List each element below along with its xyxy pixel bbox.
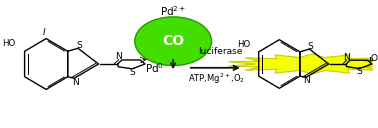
Text: ATP,Mg$^{2+}$,O$_2$: ATP,Mg$^{2+}$,O$_2$ [187,72,245,86]
Polygon shape [228,54,378,74]
Text: COOH: COOH [151,53,175,62]
Text: HO: HO [237,40,250,49]
Text: S: S [307,42,313,51]
Text: HO: HO [3,39,16,48]
Text: O: O [370,54,378,63]
Text: S: S [356,67,363,76]
Text: I: I [42,28,45,37]
Text: S: S [76,41,82,50]
Text: N: N [115,52,122,61]
Text: N: N [72,78,79,87]
Text: Pd$^{2+}$: Pd$^{2+}$ [160,4,186,18]
Text: N: N [343,53,350,62]
Text: S: S [129,68,135,77]
Text: N: N [303,76,310,86]
Ellipse shape [135,17,212,66]
Text: luciferase: luciferase [198,47,243,56]
Text: CO: CO [162,34,184,48]
Text: Pd$^{0}$: Pd$^{0}$ [145,61,164,75]
